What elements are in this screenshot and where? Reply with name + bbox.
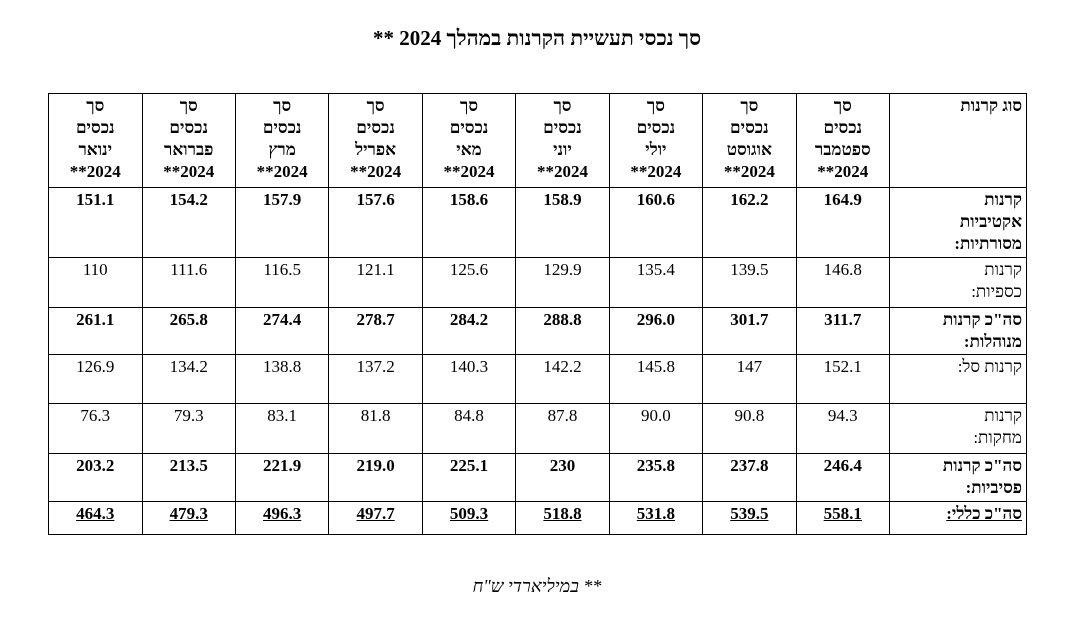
cell: 110 bbox=[48, 257, 143, 308]
cell: 274.4 bbox=[234, 307, 330, 355]
table-row: סה"כ קרנות פסיביות: 246.4 237.8 235.8 230 225… bbox=[48, 453, 1027, 502]
corner-header: סוג קרנות bbox=[889, 93, 1027, 188]
cell: 140.3 bbox=[421, 354, 517, 404]
cell: 158.9 bbox=[515, 187, 610, 258]
cell: 261.1 bbox=[48, 307, 143, 355]
cell: 84.8 bbox=[421, 403, 517, 454]
cell: 509.3 bbox=[421, 501, 517, 535]
cell: 139.5 bbox=[702, 257, 797, 308]
table-row: קרנות סל: 152.1 147 145.8 142.2 140.3 137.2 138… bbox=[48, 354, 1027, 404]
cell: 558.1 bbox=[795, 501, 891, 535]
cell: 145.8 bbox=[608, 354, 704, 404]
cell: 203.2 bbox=[48, 453, 143, 502]
cell: 76.3 bbox=[48, 403, 143, 454]
column-header: סך נכסים ינואר 2024** bbox=[48, 93, 143, 188]
row-label: קרנות מחקות: bbox=[889, 403, 1027, 454]
cell: 158.6 bbox=[421, 187, 517, 258]
cell: 94.3 bbox=[795, 403, 891, 454]
column-header: סך נכסים יולי 2024** bbox=[608, 93, 704, 188]
column-header: סך נכסים יוני 2024** bbox=[515, 93, 610, 188]
cell: 121.1 bbox=[328, 257, 423, 308]
column-header: סך נכסים מרץ 2024** bbox=[234, 93, 330, 188]
cell: 219.0 bbox=[328, 453, 423, 502]
column-header: סך נכסים ספטמבר 2024** bbox=[795, 93, 891, 188]
table-row: סה"כ קרנות מנוהלות: 311.7 301.7 296.0 288.8 2… bbox=[48, 307, 1027, 355]
column-header: סך נכסים אוגוסט 2024** bbox=[702, 93, 797, 188]
cell: 90.0 bbox=[608, 403, 704, 454]
cell: 497.7 bbox=[328, 501, 423, 535]
cell: 125.6 bbox=[421, 257, 517, 308]
cell: 235.8 bbox=[608, 453, 704, 502]
row-label: קרנות סל: bbox=[889, 354, 1027, 404]
cell: 157.6 bbox=[328, 187, 423, 258]
row-label: סה"כ קרנות מנוהלות: bbox=[889, 307, 1027, 355]
cell: 225.1 bbox=[421, 453, 517, 502]
cell: 539.5 bbox=[702, 501, 797, 535]
cell: 164.9 bbox=[795, 187, 891, 258]
row-label: סה"כ כללי: bbox=[889, 501, 1027, 535]
row-label: סה"כ קרנות פסיביות: bbox=[889, 453, 1027, 502]
cell: 479.3 bbox=[141, 501, 236, 535]
cell: 237.8 bbox=[702, 453, 797, 502]
cell: 146.8 bbox=[795, 257, 891, 308]
cell: 496.3 bbox=[234, 501, 330, 535]
cell: 90.8 bbox=[702, 403, 797, 454]
cell: 134.2 bbox=[141, 354, 236, 404]
row-label: קרנות כספיות: bbox=[889, 257, 1027, 308]
cell: 213.5 bbox=[141, 453, 236, 502]
title: סך נכסי תעשיית הקרנות במהלך 2024 ** bbox=[372, 26, 702, 50]
cell: 116.5 bbox=[234, 257, 330, 308]
cell: 301.7 bbox=[702, 307, 797, 355]
cell: 284.2 bbox=[421, 307, 517, 355]
cell: 288.8 bbox=[515, 307, 610, 355]
cell: 296.0 bbox=[608, 307, 704, 355]
cell: 87.8 bbox=[515, 403, 610, 454]
cell: 129.9 bbox=[515, 257, 610, 308]
cell: 265.8 bbox=[141, 307, 236, 355]
table-row: קרנות כספיות: 146.8 139.5 135.4 129.9 125.6 12… bbox=[48, 257, 1027, 308]
cell: 518.8 bbox=[515, 501, 610, 535]
table-row: קרנות מחקות: 94.3 90.8 90.0 87.8 84.8 81.8 83.1… bbox=[48, 403, 1027, 454]
cell: 278.7 bbox=[328, 307, 423, 355]
table-body: קרנות אקטיביות מסורתיות: 164.9 162.2 160.6 1… bbox=[48, 187, 1027, 535]
cell: 246.4 bbox=[795, 453, 891, 502]
cell: 152.1 bbox=[795, 354, 891, 404]
row-label: קרנות אקטיביות מסורתיות: bbox=[889, 187, 1027, 258]
table-row: קרנות אקטיביות מסורתיות: 164.9 162.2 160.6 1… bbox=[48, 187, 1027, 258]
column-header: סך נכסים מאי 2024** bbox=[421, 93, 517, 188]
cell: 138.8 bbox=[234, 354, 330, 404]
column-header: סך נכסים פברואר 2024** bbox=[141, 93, 236, 188]
cell: 126.9 bbox=[48, 354, 143, 404]
cell: 79.3 bbox=[141, 403, 236, 454]
cell: 147 bbox=[702, 354, 797, 404]
cell: 154.2 bbox=[141, 187, 236, 258]
cell: 464.3 bbox=[48, 501, 143, 535]
cell: 81.8 bbox=[328, 403, 423, 454]
cell: 221.9 bbox=[234, 453, 330, 502]
cell: 230 bbox=[515, 453, 610, 502]
footnote: ** במיליארדי ש"ח bbox=[472, 576, 602, 596]
cell: 83.1 bbox=[234, 403, 330, 454]
cell: 151.1 bbox=[48, 187, 143, 258]
header-row: סוג קרנות סך נכסים ספטמבר 2024** סך נכסים… bbox=[48, 93, 1027, 188]
cell: 162.2 bbox=[702, 187, 797, 258]
cell: 137.2 bbox=[328, 354, 423, 404]
cell: 142.2 bbox=[515, 354, 610, 404]
cell: 531.8 bbox=[608, 501, 704, 535]
cell: 160.6 bbox=[608, 187, 704, 258]
cell: 311.7 bbox=[795, 307, 891, 355]
table-row: סה"כ כללי: 558.1 539.5 531.8 518.8 509.3 497.7… bbox=[48, 501, 1027, 535]
assets-table: סוג קרנות סך נכסים ספטמבר 2024** סך נכסים… bbox=[48, 93, 1027, 535]
column-header: סך נכסים אפריל 2024** bbox=[328, 93, 423, 188]
cell: 157.9 bbox=[234, 187, 330, 258]
cell: 111.6 bbox=[141, 257, 236, 308]
cell: 135.4 bbox=[608, 257, 704, 308]
